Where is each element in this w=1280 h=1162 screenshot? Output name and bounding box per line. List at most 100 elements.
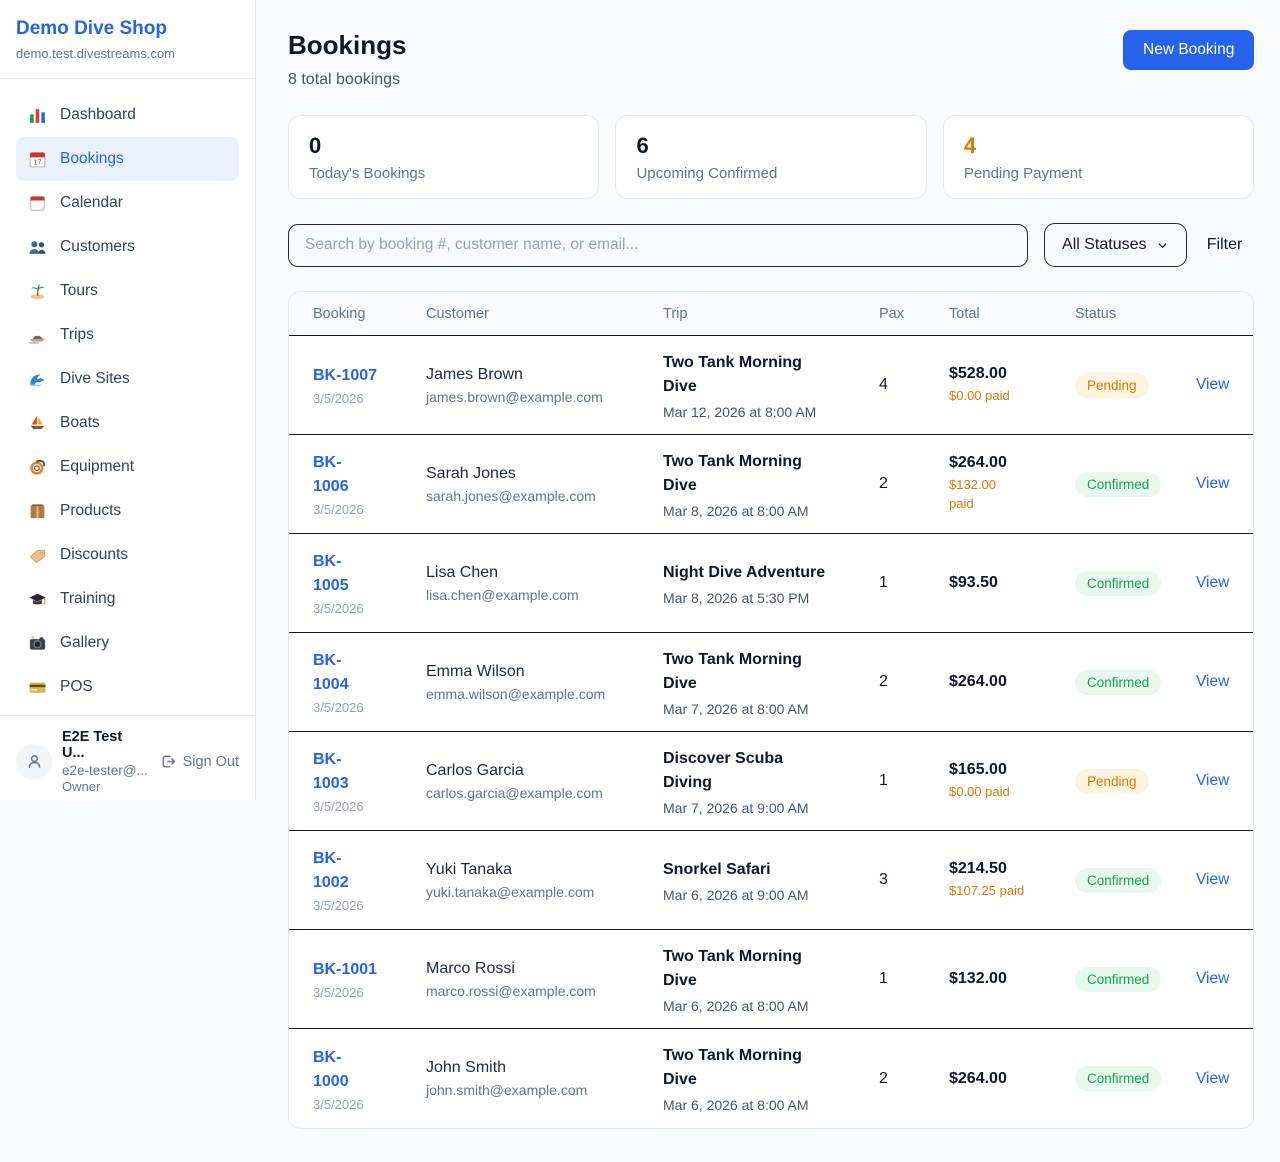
logout-icon [162, 755, 175, 768]
table-row: BK- 1002 3/5/2026 Yuki Tanaka yuki.tanak… [289, 831, 1254, 930]
actions-cell: View [1196, 376, 1229, 394]
booking-id-link[interactable]: BK- 1004 [313, 652, 349, 693]
filter-button[interactable]: Filter [1206, 236, 1243, 253]
sidebar-item-dashboard[interactable]: Dashboard [16, 93, 239, 137]
booking-date: 3/5/2026 [313, 985, 364, 1000]
stat-value: 4 [963, 133, 977, 158]
trip-name: Two Tank Morning Dive [663, 650, 802, 692]
customer-cell: Carlos Garcia carlos.garcia@example.com [426, 762, 663, 801]
user-name: E2E Test U... [62, 729, 123, 761]
sidebar-nav: Dashboard 17 Bookings Calendar Customers Tour… [0, 79, 255, 715]
sidebar-header: Demo Dive Shop demo.test.divestreams.com [0, 0, 255, 79]
main-content: Bookings 8 total bookings New Booking 0 … [256, 0, 1280, 1129]
trip-cell: Discover Scuba Diving Mar 7, 2026 at 9:0… [663, 747, 879, 816]
total-cell: $528.00 $0.00 paid [949, 365, 1075, 406]
trip-name: Two Tank Morning Dive [663, 947, 802, 989]
booking-id-link[interactable]: BK-1007 [313, 367, 378, 384]
customer-cell: Sarah Jones sarah.jones@example.com [426, 465, 663, 504]
svg-text:17: 17 [34, 159, 42, 166]
stat-value: 6 [636, 133, 649, 158]
sidebar-item-gallery[interactable]: Gallery [16, 621, 239, 665]
booking-date: 3/5/2026 [313, 391, 364, 406]
app-root: Demo Dive Shop demo.test.divestreams.com… [0, 0, 1280, 1129]
stat-value: 0 [309, 133, 322, 158]
booking-cell: BK-1007 3/5/2026 [313, 364, 426, 406]
sidebar-item-calendar[interactable]: Calendar [16, 181, 239, 225]
view-link[interactable]: View [1196, 871, 1230, 888]
status-filter-select[interactable]: All Statuses [1043, 223, 1187, 267]
customer-name: Emma Wilson [426, 662, 525, 680]
user-role: Owner [62, 779, 101, 794]
sidebar-item-discounts[interactable]: Discounts [16, 533, 239, 577]
booking-cell: BK- 1005 3/5/2026 [313, 550, 426, 616]
status-cell: Confirmed [1075, 867, 1196, 893]
status-filter-value: All Statuses [1062, 236, 1147, 253]
sidebar-item-label: Customers [60, 238, 135, 255]
sidebar-item-label: Equipment [60, 458, 135, 475]
stat-card-todays-bookings: 0 Today's Bookings [288, 115, 600, 199]
page-subtitle: 8 total bookings [288, 71, 401, 88]
booking-id-link[interactable]: BK- 1002 [313, 850, 349, 891]
sidebar-item-boats[interactable]: Boats [16, 401, 239, 445]
stat-label: Pending Payment [963, 165, 1083, 182]
trip-cell: Night Dive Adventure Mar 8, 2026 at 5:30… [663, 561, 879, 606]
view-link[interactable]: View [1196, 475, 1230, 492]
view-link[interactable]: View [1196, 574, 1230, 591]
sidebar-item-trips[interactable]: Trips [16, 313, 239, 357]
sidebar-item-equipment[interactable]: Equipment [16, 445, 239, 489]
customer-name: Carlos Garcia [426, 761, 524, 779]
wave-icon [28, 370, 47, 389]
trip-datetime: Mar 8, 2026 at 8:00 AM [663, 502, 809, 519]
view-link[interactable]: View [1196, 1069, 1230, 1087]
view-link[interactable]: View [1196, 970, 1230, 987]
speedboat-icon [28, 326, 47, 345]
status-badge: Confirmed [1075, 570, 1162, 596]
booking-id-link[interactable]: BK- 1003 [313, 751, 349, 792]
booking-id-link[interactable]: BK- 1005 [313, 553, 349, 594]
trip-name: Two Tank Morning Dive [663, 452, 802, 494]
view-link[interactable]: View [1196, 772, 1230, 789]
booking-id-link[interactable]: BK- 1006 [313, 454, 349, 495]
total-amount: $264.00 [949, 454, 1007, 472]
pax-count: 2 [879, 475, 888, 492]
sidebar-item-products[interactable]: Products [16, 489, 239, 533]
bar-chart-icon [28, 106, 47, 125]
page-title: Bookings [288, 30, 407, 60]
trip-cell: Two Tank Morning Dive Mar 6, 2026 at 8:0… [663, 1044, 879, 1113]
sidebar-item-bookings[interactable]: 17 Bookings [16, 137, 239, 181]
booking-date: 3/5/2026 [313, 601, 364, 616]
person-icon [28, 755, 40, 768]
search-input[interactable] [288, 223, 1028, 267]
status-cell: Pending [1075, 372, 1196, 398]
total-amount: $132.00 [949, 970, 1007, 987]
trip-datetime: Mar 6, 2026 at 8:00 AM [663, 1097, 809, 1113]
table-row: BK- 1005 3/5/2026 Lisa Chen lisa.chen@ex… [289, 534, 1254, 633]
sidebar-item-dive-sites[interactable]: Dive Sites [16, 357, 239, 401]
booking-id-link[interactable]: BK-1001 [313, 961, 378, 978]
sidebar-item-pos[interactable]: POS [16, 665, 239, 709]
status-cell: Confirmed [1075, 669, 1196, 695]
customer-cell: Emma Wilson emma.wilson@example.com [426, 663, 663, 702]
sidebar-item-label: Gallery [60, 634, 110, 651]
sidebar-footer: E2E Test U... e2e-tester@... Owner Sign … [0, 715, 255, 807]
sign-out-button[interactable]: Sign Out [159, 753, 239, 770]
sailboat-icon [28, 414, 47, 433]
trip-datetime: Mar 8, 2026 at 5:30 PM [663, 589, 810, 606]
sidebar-item-tours[interactable]: Tours [16, 269, 239, 313]
avatar [16, 743, 52, 780]
column-header-customer: Customer [426, 305, 489, 322]
view-link[interactable]: View [1196, 673, 1230, 690]
new-booking-button[interactable]: New Booking [1123, 30, 1255, 70]
column-header-pax: Pax [879, 305, 904, 322]
camera-icon [28, 634, 47, 653]
sidebar-item-training[interactable]: Training [16, 577, 239, 621]
trip-cell: Two Tank Morning Dive Mar 8, 2026 at 8:0… [663, 450, 879, 519]
sidebar-item-customers[interactable]: Customers [16, 225, 239, 269]
total-cell: $93.50 [949, 574, 1075, 592]
booking-id-link[interactable]: BK- 1000 [313, 1048, 349, 1090]
sidebar-item-label: Boats [60, 414, 100, 431]
view-link[interactable]: View [1196, 376, 1230, 393]
trip-datetime: Mar 6, 2026 at 8:00 AM [663, 997, 809, 1014]
total-cell: $264.00 $132.00 paid [949, 454, 1075, 514]
customer-name: John Smith [426, 1059, 507, 1076]
